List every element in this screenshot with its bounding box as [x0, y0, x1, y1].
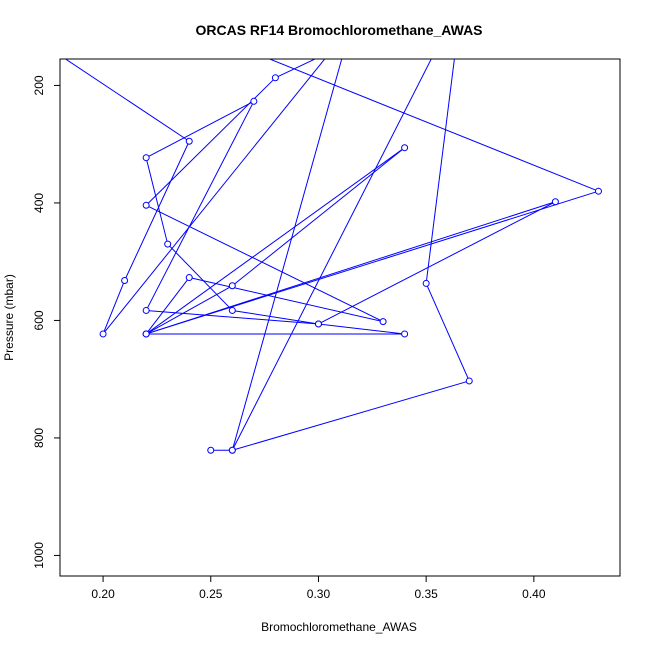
- series-segment-8: [102, 280, 126, 335]
- series-segment-26: [145, 285, 233, 335]
- series-segment-20: [167, 243, 233, 311]
- y-tick-label-4: 1000: [32, 542, 46, 569]
- data-point-9: [121, 276, 129, 284]
- data-point-3: [422, 279, 430, 287]
- data-point-25: [401, 144, 409, 152]
- y-tick-label-1: 400: [32, 193, 46, 213]
- series-segment-24: [145, 147, 405, 335]
- data-point-11: [14, 24, 20, 30]
- series-segment-22: [318, 323, 405, 335]
- x-tick-label-1: 0.25: [199, 587, 223, 601]
- data-point-2: [465, 377, 473, 385]
- data-point-12: [186, 24, 192, 30]
- x-tick-label-4: 0.40: [522, 587, 546, 601]
- data-point-17: [142, 306, 150, 314]
- data-point-23: [401, 330, 409, 338]
- data-point-21: [228, 306, 236, 314]
- data-point-28: [185, 274, 193, 282]
- data-point-10: [185, 137, 193, 145]
- series-segment-17: [145, 101, 255, 311]
- series-segment-25: [231, 147, 405, 287]
- data-point-31: [271, 74, 279, 82]
- x-tick-label-3: 0.35: [414, 587, 438, 601]
- data-point-30: [142, 201, 150, 209]
- series-segment-13: [146, 190, 599, 335]
- chart-title: ORCAS RF14 Bromochloromethane_AWAS: [195, 22, 482, 38]
- series-segment-1: [232, 380, 470, 451]
- data-point-29: [379, 318, 387, 326]
- plot-area: [14, 24, 602, 454]
- series-segment-29: [145, 204, 384, 323]
- x-axis: 0.20 0.25 0.30 0.35 0.40: [91, 576, 546, 601]
- series-segment-3: [425, 59, 455, 284]
- series-segment-27: [145, 277, 190, 335]
- series-segment-19: [145, 157, 169, 245]
- series-segment-31: [275, 59, 317, 79]
- x-axis-label: Bromochloromethane_AWAS: [261, 620, 417, 634]
- data-point-15: [551, 198, 559, 206]
- data-point-22: [314, 320, 322, 328]
- series-segment-30: [145, 77, 276, 206]
- data-point-19: [142, 154, 150, 162]
- y-axis: 200 400 600 800 1000: [32, 75, 60, 569]
- series-segment-28: [189, 277, 384, 323]
- data-point-18: [250, 97, 258, 105]
- x-tick-label-0: 0.20: [91, 587, 115, 601]
- y-tick-label-2: 600: [32, 310, 46, 330]
- data-point-27: [142, 330, 150, 338]
- plot-frame: [59, 58, 621, 577]
- series-segment-5: [231, 59, 432, 451]
- series-segment-15: [318, 201, 556, 325]
- data-point-8: [99, 330, 107, 338]
- x-tick-label-2: 0.30: [307, 587, 331, 601]
- series-segment-10: [64, 59, 190, 142]
- series-segment-21: [232, 309, 319, 325]
- data-point-6: [228, 446, 236, 454]
- data-point-0: [207, 446, 215, 454]
- data-point-20: [164, 240, 172, 248]
- data-point-26: [228, 282, 236, 290]
- series-segment-7: [102, 59, 326, 335]
- series-segment-12: [268, 59, 599, 192]
- data-point-13: [594, 187, 602, 195]
- y-tick-label-3: 800: [32, 428, 46, 448]
- y-tick-label-0: 200: [32, 75, 46, 95]
- series-segment-18: [145, 100, 255, 159]
- series-segment-14: [146, 201, 556, 335]
- y-axis-label: Pressure (mbar): [2, 274, 16, 361]
- series-segment-2: [425, 283, 470, 382]
